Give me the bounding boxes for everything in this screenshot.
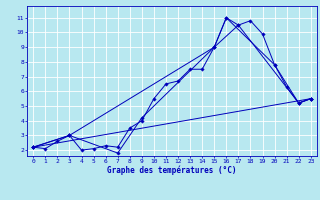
X-axis label: Graphe des températures (°C): Graphe des températures (°C) <box>107 166 237 175</box>
